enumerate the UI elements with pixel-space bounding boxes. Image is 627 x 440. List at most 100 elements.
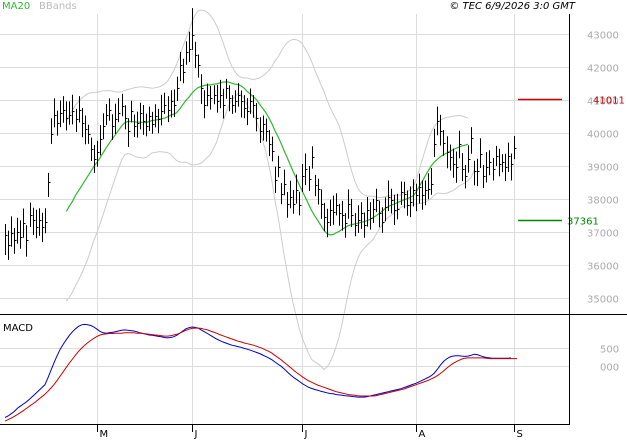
legend-bbands: BBands — [39, 1, 77, 12]
ohlc-bar — [91, 137, 94, 161]
ohlc-bar — [103, 113, 106, 140]
ohlc-bar — [336, 193, 339, 216]
ohlc-bar — [241, 90, 244, 118]
ohlc-bar — [312, 146, 315, 169]
ohlc-bar — [125, 105, 128, 130]
ohlc-bar — [489, 150, 492, 176]
ohlc-bar — [394, 194, 397, 225]
ohlc-bar — [440, 114, 443, 146]
ohlc-bar — [63, 96, 66, 123]
ohlc-bar — [235, 90, 238, 113]
ohlc-bar — [404, 181, 407, 209]
ohlc-bar — [180, 51, 183, 82]
ohlc-bar — [210, 85, 213, 110]
ohlc-bar — [272, 136, 275, 162]
source-timestamp: © TEC 6/9/2026 3:0 GMT — [449, 1, 576, 12]
ohlc-bar — [30, 202, 33, 227]
ohlc-bar — [514, 136, 517, 160]
price-tick-label: 38000 — [587, 196, 619, 207]
macd-tick-label: 500 — [600, 345, 619, 356]
ohlc-bar — [391, 188, 394, 214]
ohlc-bar — [20, 220, 23, 249]
ohlc-bar — [324, 202, 327, 232]
ohlc-bar — [278, 155, 281, 178]
ohlc-bar — [318, 178, 321, 205]
ohlc-bar — [183, 58, 186, 84]
ohlc-bar — [453, 148, 456, 178]
ohlc-bar — [23, 208, 26, 238]
ohlc-bar — [410, 186, 413, 218]
ohlc-bar — [434, 128, 437, 158]
ohlc-bar — [474, 160, 477, 186]
ohlc-bar — [293, 190, 296, 214]
ohlc-bar — [198, 54, 201, 78]
bb-lower-line — [65, 92, 475, 371]
ohlc-bar — [232, 95, 235, 114]
ohlc-bar — [17, 217, 20, 244]
ohlc-bar — [263, 115, 266, 141]
ohlc-bar — [367, 197, 370, 227]
ohlc-bar — [39, 208, 42, 236]
ohlc-bar — [428, 173, 431, 200]
price-y-axis: 35000 36000 37000 38000 39000 40000 41000 42000… — [587, 31, 619, 306]
ohlc-bar — [174, 89, 177, 117]
ohlc-bar — [253, 95, 256, 118]
ohlc-bar — [459, 130, 462, 159]
ohlc-bar — [465, 165, 468, 189]
ohlc-bar — [140, 102, 143, 130]
macd-tick-label: 000 — [600, 363, 619, 374]
ohlc-bar — [48, 172, 51, 197]
ohlc-bar — [26, 225, 29, 257]
ohlc-bar — [8, 230, 11, 260]
ohlc-bar — [229, 85, 232, 112]
ohlc-bar — [260, 117, 263, 143]
ohlc-bar — [85, 115, 88, 145]
ohlc-bar — [443, 130, 446, 156]
ohlc-bar — [382, 207, 385, 233]
x-tick-label: A — [419, 429, 426, 440]
ohlc-bar — [348, 189, 351, 219]
ohlc-bar — [115, 103, 118, 134]
macd-line — [4, 323, 511, 418]
macd-grid — [0, 315, 569, 424]
macd-y-axis: 000 500 — [600, 345, 619, 374]
ohlc-bar — [143, 105, 146, 135]
ohlc-bar — [109, 98, 112, 121]
ohlc-bar — [118, 98, 121, 123]
ohlc-bar — [134, 114, 137, 137]
ohlc-bar — [299, 191, 302, 216]
ohlc-bar — [358, 205, 361, 233]
ohlc-bar — [305, 153, 308, 186]
legend-ma20: MA20 — [2, 1, 30, 12]
support-resistance: 41011 37361 — [518, 96, 625, 228]
ohlc-bar — [477, 158, 480, 187]
ohlc-bar — [407, 190, 410, 216]
ohlc-bar — [207, 83, 210, 107]
ohlc-bar — [223, 88, 226, 119]
ohlc-bar — [508, 142, 511, 172]
ohlc-bar — [342, 200, 345, 231]
ohlc-bar — [505, 153, 508, 182]
ohlc-bar — [244, 95, 247, 119]
ohlc-bar — [373, 198, 376, 223]
ohlc-bar — [217, 84, 220, 113]
ohlc-bar — [33, 207, 36, 235]
ohlc-bar — [186, 41, 189, 65]
ohlc-bar — [220, 79, 223, 109]
ohlc-bar — [511, 153, 514, 181]
ohlc-bar — [321, 189, 324, 219]
support-label: 37361 — [567, 217, 599, 228]
ohlc-bar — [214, 85, 217, 105]
ohlc-bar — [309, 166, 312, 191]
ohlc-bar — [471, 127, 474, 154]
price-tick-label: 43000 — [587, 31, 619, 42]
ohlc-bar — [155, 104, 158, 128]
ohlc-bar — [315, 174, 318, 197]
ohlc-bar — [468, 145, 471, 173]
ohlc-bar — [247, 98, 250, 126]
ohlc-bar — [269, 130, 272, 157]
ohlc-bar — [36, 209, 39, 239]
x-tick-label: M — [100, 429, 109, 440]
ohlc-bar — [330, 199, 333, 226]
macd-lines — [4, 323, 518, 422]
